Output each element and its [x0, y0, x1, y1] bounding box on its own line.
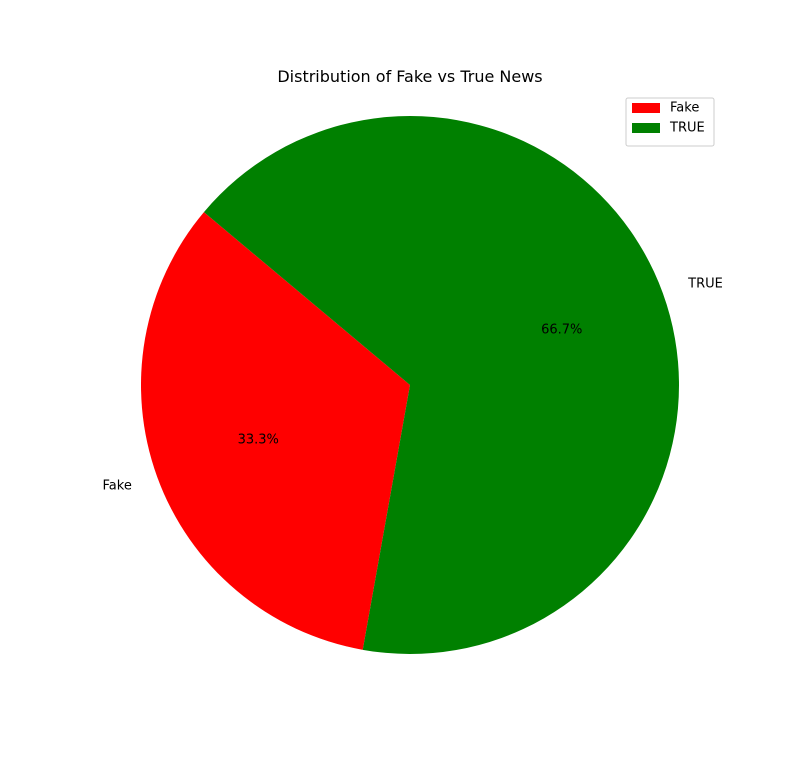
legend-swatch-true [632, 123, 660, 133]
legend-items: Fake TRUE [632, 101, 705, 136]
chart-title: Distribution of Fake vs True News [277, 67, 542, 86]
slice-label-fake: Fake [103, 478, 132, 493]
slice-label-true: TRUE [687, 277, 723, 292]
pie-slices [141, 115, 679, 654]
legend-swatch-fake [632, 103, 660, 113]
pie-slice-fake [141, 212, 410, 650]
legend-label-true: TRUE [669, 121, 705, 136]
legend-label-fake: Fake [670, 101, 699, 116]
pie-labels: Fake 33.3% TRUE 66.7% [103, 277, 723, 494]
pct-label-fake: 33.3% [238, 433, 279, 448]
legend: Fake TRUE [625, 97, 715, 147]
pct-label-true: 66.7% [541, 322, 582, 337]
pie-slice-true [203, 115, 679, 654]
